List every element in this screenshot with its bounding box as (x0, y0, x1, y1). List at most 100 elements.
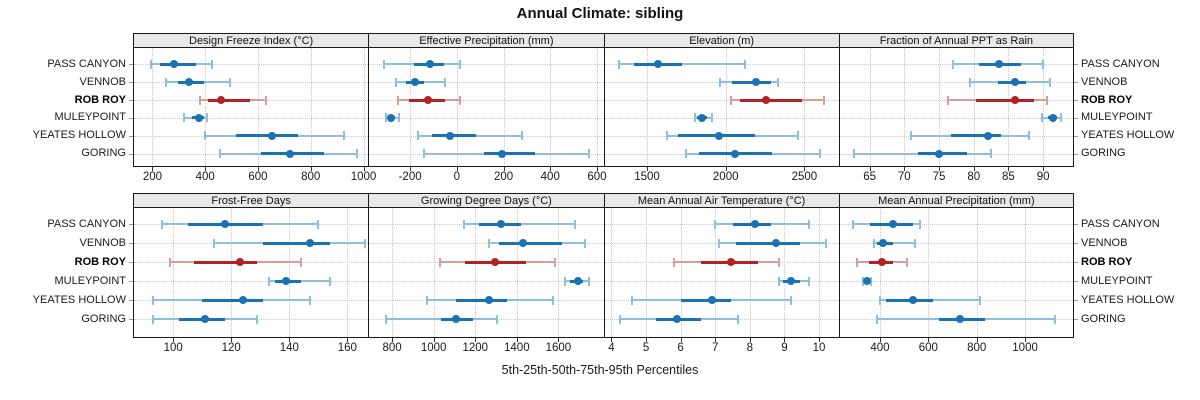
y-tick-right (1074, 300, 1078, 302)
whisker-cap (169, 257, 172, 267)
whisker-cap (918, 219, 921, 229)
gridline-x (152, 48, 154, 166)
x-tick (928, 338, 930, 342)
panel-growing-degree-days-c (368, 208, 604, 338)
whisker-cap (487, 238, 490, 248)
whisker-cap (426, 295, 429, 305)
x-tick (231, 338, 233, 342)
iqr-bar (207, 98, 251, 102)
x-tick (173, 338, 175, 342)
whisker-cap (554, 257, 557, 267)
whisker-cap (823, 95, 826, 105)
x-tick-label: 0 (453, 171, 461, 183)
median-dot (761, 96, 770, 104)
median-dot (423, 96, 432, 104)
x-tick (475, 338, 477, 342)
panel-strip: Frost-Free Days (133, 193, 369, 208)
whisker-cap (256, 314, 259, 324)
panel-elevation-m (603, 48, 839, 167)
x-tick (1008, 167, 1010, 171)
x-tick (289, 338, 291, 342)
x-tick-label: 85 (1002, 171, 1015, 183)
whisker-cap (205, 113, 208, 123)
site-label-left: PASS CANYON (47, 217, 126, 230)
site-label-left: ROB ROY (74, 255, 126, 268)
x-tick-label: 1500 (634, 171, 660, 183)
whisker-cap (665, 131, 668, 141)
gridline-y (134, 64, 369, 66)
x-tick-label: 1600 (545, 342, 572, 354)
whisker-cap (587, 276, 590, 286)
median-dot (673, 315, 682, 324)
x-tick-label: 160 (337, 342, 357, 354)
x-tick-label: 600 (587, 171, 607, 183)
whisker-cap (694, 113, 697, 123)
whisker-cap (777, 77, 780, 87)
gridline-y (134, 117, 369, 119)
site-label-right: GORING (1081, 147, 1126, 160)
panel-title: Growing Degree Days (°C) (420, 194, 552, 207)
whisker-cap (459, 95, 462, 105)
x-tick-label: 90 (1036, 171, 1050, 183)
whisker-cap (328, 276, 331, 286)
panel-title: Elevation (m) (689, 34, 755, 47)
x-tick (596, 167, 598, 171)
gridline-y (604, 281, 839, 283)
whisker-cap (910, 131, 913, 141)
x-tick (647, 167, 648, 171)
x-tick (749, 338, 751, 342)
x-tick-label: 9 (781, 342, 788, 354)
gridline-x (257, 48, 259, 166)
median-dot (1048, 113, 1057, 122)
whisker-cap (363, 238, 366, 248)
panel-title: Mean Annual Air Temperature (°C) (637, 194, 806, 207)
median-dot (714, 131, 723, 140)
gridline-y (134, 281, 369, 283)
y-tick-right (1074, 243, 1078, 245)
gridline-x (725, 48, 727, 166)
whisker-cap (317, 219, 320, 229)
whisker-cap (183, 113, 186, 123)
whisker-cap (299, 257, 302, 267)
y-tick-right (1074, 319, 1078, 321)
x-tick (879, 338, 881, 342)
whisker-cap (905, 257, 908, 267)
whisker-cap (824, 238, 827, 248)
whisker-cap (355, 149, 358, 159)
x-tick (939, 167, 941, 171)
x-tick (715, 338, 717, 342)
panel-strip: Elevation (m) (603, 33, 839, 48)
x-tick (433, 338, 435, 342)
gridline-x (433, 208, 435, 337)
x-tick-label: 75 (932, 171, 946, 183)
whisker-cap (790, 295, 793, 305)
x-tick (152, 167, 154, 171)
median-dot (491, 258, 499, 267)
x-tick (516, 338, 518, 342)
whisker-cap (264, 95, 267, 105)
whisker-cap (384, 113, 387, 123)
whisker-cap (684, 149, 687, 159)
y-tick-left (129, 100, 133, 101)
x-tick-label: 8 (746, 342, 754, 354)
whisker-cap (397, 95, 400, 105)
median-dot (955, 315, 964, 324)
iqr-bar (735, 241, 800, 245)
gridline-x (939, 48, 941, 166)
whisker-cap (1046, 95, 1049, 105)
whisker-cap (398, 113, 401, 123)
x-tick (347, 338, 349, 342)
whisker-cap (1060, 113, 1063, 123)
x-tick-label: 2500 (791, 171, 818, 183)
panel-strip: Growing Degree Days (°C) (368, 193, 604, 208)
median-dot (497, 220, 506, 229)
x-tick (784, 338, 786, 342)
median-dot (983, 131, 992, 140)
whisker-cap (719, 77, 722, 87)
median-dot (1011, 96, 1020, 104)
panel-strip: Mean Annual Air Temperature (°C) (603, 193, 839, 208)
whisker-cap (730, 95, 733, 105)
whisker-cap (717, 238, 720, 248)
y-tick-left (129, 262, 133, 264)
whisker-cap (1049, 77, 1052, 87)
